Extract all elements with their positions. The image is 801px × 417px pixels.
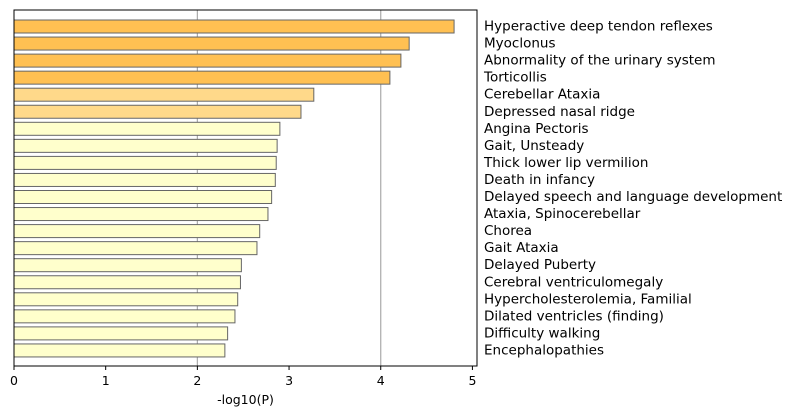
category-label: Dilated ventricles (finding)	[484, 308, 664, 324]
x-tick-label: 2	[193, 373, 201, 388]
x-axis-ticks: 0 1 2 3 4 5	[10, 366, 476, 388]
bar	[13, 104, 302, 119]
bars	[13, 19, 455, 358]
category-label: Myoclonus	[484, 36, 555, 52]
bar	[13, 70, 391, 85]
category-label: Death in infancy	[484, 172, 595, 188]
category-label: Gait, Unsteady	[484, 138, 584, 154]
bar	[13, 292, 239, 307]
bar	[13, 138, 278, 153]
category-label: Depressed nasal ridge	[484, 104, 635, 120]
category-label: Angina Pectoris	[484, 121, 589, 137]
category-label: Torticollis	[483, 70, 547, 86]
category-labels: Hyperactive deep tendon reflexesMyoclonu…	[483, 19, 782, 359]
bar	[13, 309, 236, 324]
bar	[13, 36, 410, 51]
gridlines	[196, 10, 382, 366]
bar	[13, 87, 315, 102]
bar	[13, 53, 402, 68]
category-label: Abnormality of the urinary system	[484, 53, 716, 69]
category-label: Gait Ataxia	[484, 240, 559, 256]
x-axis-label: -log10(P)	[217, 392, 274, 407]
category-label: Hypercholesterolemia, Familial	[484, 291, 692, 307]
category-label: Thick lower lip vermilion	[483, 155, 648, 171]
bar	[13, 343, 226, 358]
bar	[13, 275, 241, 290]
category-label: Cerebellar Ataxia	[484, 87, 600, 103]
bar	[13, 190, 273, 204]
bar	[13, 19, 455, 34]
category-label: Delayed Puberty	[484, 257, 596, 273]
plot-frame	[13, 9, 478, 367]
category-label: Cerebral ventriculomegaly	[484, 274, 663, 290]
category-label: Hyperactive deep tendon reflexes	[484, 19, 713, 35]
bar	[13, 207, 269, 222]
bar	[13, 121, 281, 136]
x-tick-label: 0	[10, 373, 18, 388]
x-tick-label: 3	[285, 373, 293, 388]
bar	[13, 155, 277, 170]
bar	[13, 224, 261, 239]
bar	[13, 241, 258, 256]
x-tick-label: 5	[468, 373, 476, 388]
category-label: Encephalopathies	[484, 342, 604, 358]
x-tick-label: 4	[377, 373, 385, 388]
category-label: Ataxia, Spinocerebellar	[484, 206, 641, 222]
x-tick-label: 1	[102, 373, 110, 388]
bar	[13, 172, 276, 187]
category-label: Delayed speech and language development	[484, 189, 782, 205]
bar	[13, 326, 229, 341]
category-label: Chorea	[484, 223, 532, 239]
bar	[13, 258, 242, 273]
category-label: Difficulty walking	[484, 325, 600, 341]
